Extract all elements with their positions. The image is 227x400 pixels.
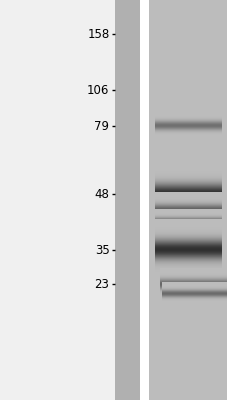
- Text: 106: 106: [87, 84, 109, 96]
- Bar: [115, 0, 140, 400]
- Text: 23: 23: [94, 278, 109, 290]
- Bar: [140, 0, 149, 400]
- Text: 158: 158: [87, 28, 109, 40]
- Text: 35: 35: [94, 244, 109, 256]
- Text: 79: 79: [94, 120, 109, 132]
- Bar: [149, 0, 227, 400]
- Text: 48: 48: [94, 188, 109, 200]
